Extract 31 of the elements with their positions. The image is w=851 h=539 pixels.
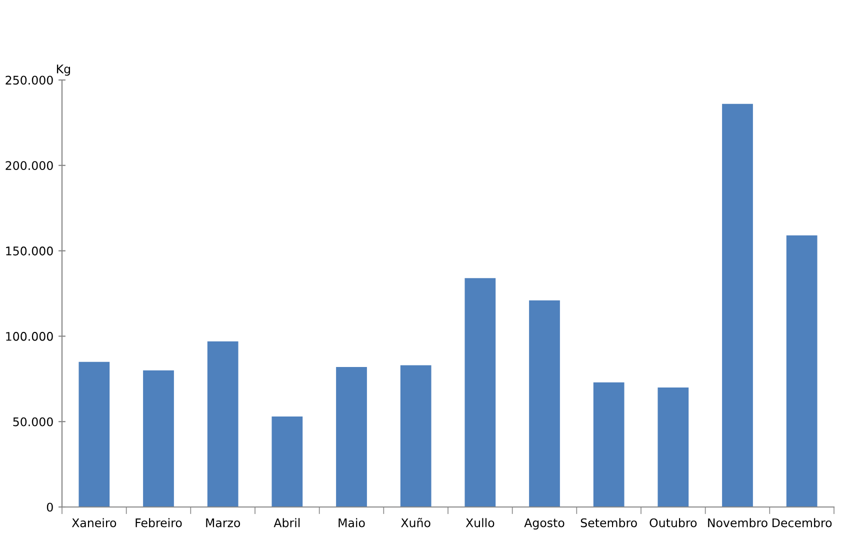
y-tick-label: 250.000 <box>6 76 53 85</box>
bar <box>529 300 560 507</box>
bar <box>272 416 303 507</box>
y-tick-label: 50.000 <box>13 417 53 426</box>
x-tick-label: Xullo <box>466 518 494 528</box>
x-tick-label: Abril <box>274 518 300 528</box>
x-tick-label: Febreiro <box>136 518 182 528</box>
bar <box>722 104 753 507</box>
x-tick-label: Marzo <box>206 518 240 528</box>
x-tick-label: Xaneiro <box>72 518 116 528</box>
y-axis-title: Kg <box>56 64 70 76</box>
y-tick-label: 200.000 <box>6 161 53 170</box>
x-tick-label: Xuño <box>401 518 430 528</box>
bar <box>78 362 110 507</box>
y-tick-label: 150.000 <box>6 246 53 256</box>
x-tick-label: Novembro <box>708 518 768 528</box>
bar <box>143 370 174 507</box>
x-tick-label: Maio <box>338 518 365 528</box>
bar <box>786 235 818 507</box>
x-tick-label: Setembro <box>580 518 637 528</box>
bar <box>400 365 432 507</box>
bar <box>336 366 367 507</box>
y-tick-label: 100.000 <box>6 332 53 341</box>
x-tick-label: Outubro <box>650 518 697 528</box>
bar <box>658 387 689 507</box>
bar <box>207 341 238 507</box>
bar <box>464 278 496 507</box>
x-tick-label: Agosto <box>524 518 564 530</box>
y-tick-label: 0 <box>46 502 53 512</box>
x-tick-label: Decembro <box>772 518 832 528</box>
bar <box>593 382 624 507</box>
